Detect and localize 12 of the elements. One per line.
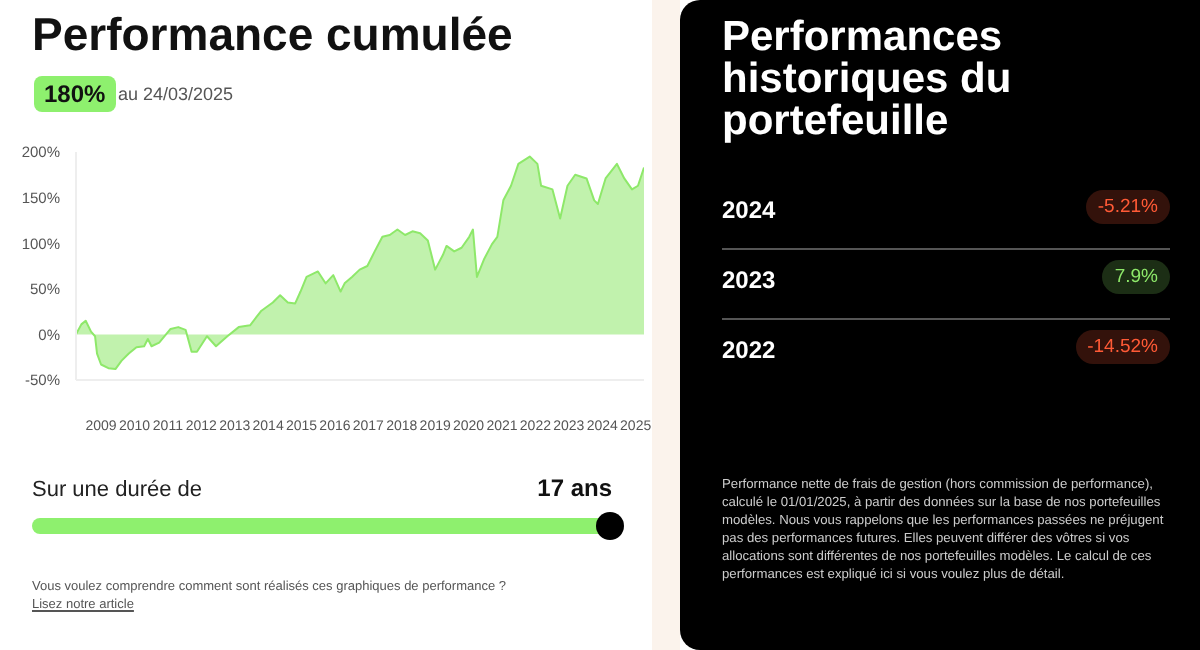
data-label: -5.21% <box>1085 190 1170 224</box>
text: 180% <box>34 76 116 112</box>
data-label: -14.52% <box>1075 330 1170 364</box>
category-label: 2024 <box>722 196 776 224</box>
category-label: 2022 <box>722 336 776 364</box>
text: Performances historiques du portefeuille <box>722 14 1014 144</box>
text: 17 ans <box>537 474 612 502</box>
data-label: 7.9% <box>1102 260 1170 294</box>
text: Sur une durée de <box>32 478 203 502</box>
chart-title: Performance cumulée <box>32 8 513 62</box>
text: au 24/03/2025 <box>118 84 234 104</box>
category-label: 2023 <box>722 266 776 294</box>
